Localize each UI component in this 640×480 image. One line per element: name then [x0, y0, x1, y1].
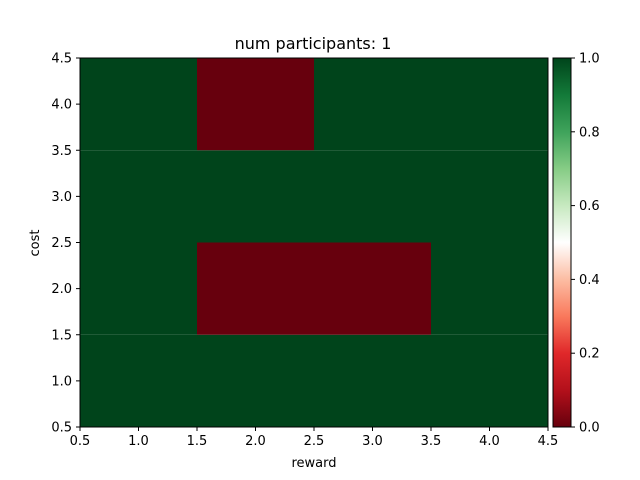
- colorbar: [552, 57, 572, 428]
- x-tick-label: 0.5: [70, 434, 91, 449]
- heatmap-cell: [197, 242, 314, 335]
- heatmap-cell: [431, 58, 548, 151]
- heatmap-cell: [80, 58, 197, 151]
- colorbar-tick-label: 0.4: [579, 273, 600, 288]
- x-tick-label: 1.0: [128, 434, 149, 449]
- y-tick-label: 2.0: [51, 282, 72, 297]
- x-axis-label: reward: [291, 456, 336, 471]
- heatmap-cell: [197, 150, 314, 243]
- x-tick-label: 4.0: [479, 434, 500, 449]
- heatmap-cell: [314, 242, 431, 335]
- y-tick-label: 3.5: [51, 144, 72, 159]
- colorbar-axis: 0.0 0.2 0.4 0.6 0.8 1.0: [571, 52, 600, 436]
- y-axis-label: cost: [28, 230, 43, 257]
- colorbar-tick-label: 0.0: [579, 421, 600, 436]
- heatmap-cell: [197, 58, 314, 151]
- x-tick-label: 1.5: [187, 434, 208, 449]
- y-axis: 0.5 1.0 1.5 2.0 2.5 3.0 3.5 4.0 4.5: [51, 52, 80, 436]
- heatmap-cell: [80, 150, 197, 243]
- heatmap-cell: [314, 150, 431, 243]
- x-axis: 0.5 1.0 1.5 2.0 2.5 3.0 3.5 4.0 4.5: [70, 427, 559, 449]
- heatmap-cell: [80, 334, 197, 427]
- heatmap-cells: [80, 58, 548, 427]
- colorbar-tick-label: 0.8: [579, 125, 600, 140]
- y-tick-label: 1.0: [51, 374, 72, 389]
- colorbar-tick-label: 0.2: [579, 347, 600, 362]
- x-tick-label: 2.5: [304, 434, 325, 449]
- heatmap-cell: [80, 242, 197, 335]
- colorbar-tick-label: 0.6: [579, 199, 600, 214]
- x-tick-label: 4.5: [538, 434, 559, 449]
- heatmap-cell: [431, 150, 548, 243]
- heatmap-cell: [314, 334, 431, 427]
- y-tick-label: 3.0: [51, 190, 72, 205]
- y-tick-label: 1.5: [51, 328, 72, 343]
- x-tick-label: 3.0: [362, 434, 383, 449]
- heatmap-cell: [431, 334, 548, 427]
- y-tick-label: 4.0: [51, 98, 72, 113]
- x-tick-label: 2.0: [245, 434, 266, 449]
- colorbar-tick-label: 1.0: [579, 52, 600, 67]
- heatmap-cell: [197, 334, 314, 427]
- y-tick-label: 4.5: [51, 52, 72, 67]
- x-tick-label: 3.5: [421, 434, 442, 449]
- chart-title: num participants: 1: [235, 34, 392, 53]
- heatmap-cell: [314, 58, 431, 151]
- heatmap-cell: [431, 242, 548, 335]
- y-tick-label: 2.5: [51, 236, 72, 251]
- y-tick-label: 0.5: [51, 421, 72, 436]
